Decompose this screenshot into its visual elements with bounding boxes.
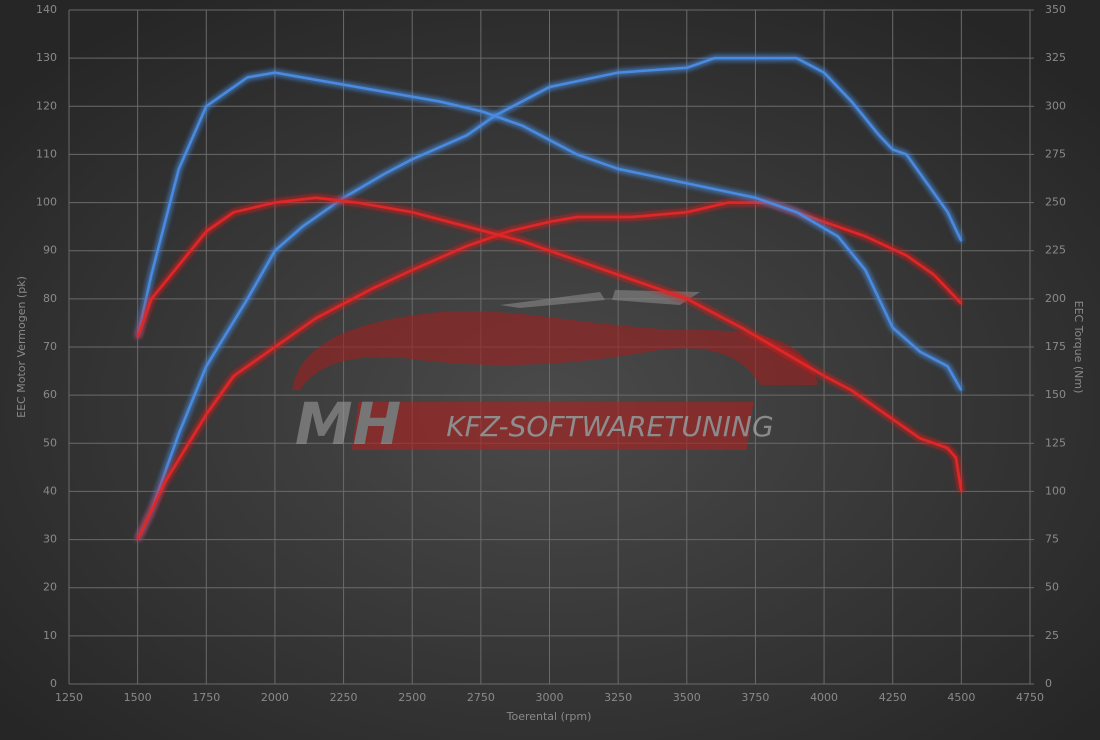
y-tick-label: 110	[36, 147, 57, 160]
y-tick-label: 130	[36, 51, 57, 64]
x-tick-label: 2750	[467, 691, 495, 704]
y2-tick-label: 175	[1045, 340, 1066, 353]
series-line	[136, 56, 963, 541]
car-roof	[500, 290, 700, 308]
car-shape	[292, 311, 818, 390]
x-tick-label: 1750	[192, 691, 220, 704]
y-tick-label: 30	[43, 533, 57, 546]
y-tick-label: 50	[43, 436, 57, 449]
x-tick-label: 3250	[604, 691, 632, 704]
x-tick-label: 4500	[947, 691, 975, 704]
x-tick-label: 2500	[398, 691, 426, 704]
x-tick-label: 3000	[536, 691, 564, 704]
y2-tick-label: 275	[1045, 147, 1066, 160]
y-tick-label: 70	[43, 340, 57, 353]
y2-tick-label: 0	[1045, 677, 1052, 690]
x-tick-label: 2250	[330, 691, 358, 704]
x-tick-label: 1500	[124, 691, 152, 704]
y2-axis-title: EEC Torque (Nm)	[1072, 301, 1085, 394]
x-tick-label: 3750	[741, 691, 769, 704]
series-line	[136, 71, 963, 391]
watermark: MH KFZ-SOFTWARETUNING	[292, 290, 818, 458]
x-tick-label: 4000	[810, 691, 838, 704]
x-axis-title: Toerental (rpm)	[506, 710, 592, 723]
logo-band	[351, 402, 754, 450]
y-tick-label: 120	[36, 99, 57, 112]
y2-tick-label: 125	[1045, 436, 1066, 449]
y2-tick-label: 25	[1045, 629, 1059, 642]
x-tick-label: 4750	[1016, 691, 1044, 704]
y2-tick-label: 350	[1045, 3, 1066, 16]
y-tick-label: 90	[43, 244, 57, 257]
x-tick-label: 4250	[879, 691, 907, 704]
x-tick-label: 2000	[261, 691, 289, 704]
y2-tick-label: 300	[1045, 99, 1066, 112]
y2-tick-label: 150	[1045, 388, 1066, 401]
x-tick-label: 1250	[55, 691, 83, 704]
y2-tick-label: 200	[1045, 292, 1066, 305]
y2-tick-label: 225	[1045, 244, 1066, 257]
logo-initials: MH	[295, 390, 401, 458]
y-tick-label: 100	[36, 196, 57, 209]
y-axis-title: EEC Motor Vermogen (pk)	[15, 276, 28, 418]
series-line	[136, 196, 963, 492]
y-tick-label: 0	[50, 677, 57, 690]
y2-tick-label: 75	[1045, 533, 1059, 546]
y-tick-label: 10	[43, 629, 57, 642]
x-tick-label: 3500	[673, 691, 701, 704]
y-tick-label: 60	[43, 388, 57, 401]
y2-tick-label: 250	[1045, 196, 1066, 209]
y-tick-label: 140	[36, 3, 57, 16]
y2-tick-label: 325	[1045, 51, 1066, 64]
y-tick-label: 40	[43, 484, 57, 497]
series-line	[136, 201, 963, 541]
logo-text: KFZ-SOFTWARETUNING	[446, 410, 773, 443]
y2-tick-label: 50	[1045, 581, 1059, 594]
y2-tick-label: 100	[1045, 484, 1066, 497]
y-tick-label: 80	[43, 292, 57, 305]
y-tick-label: 20	[43, 581, 57, 594]
